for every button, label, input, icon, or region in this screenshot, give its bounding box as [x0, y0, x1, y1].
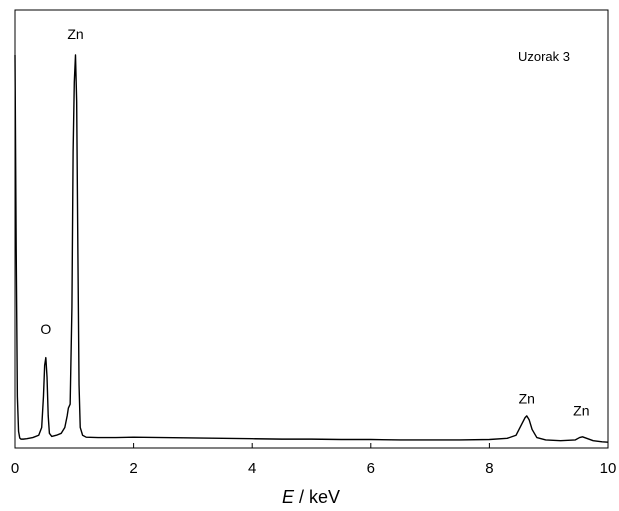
spectrum-line	[14, 54, 609, 443]
x-tick-label: 4	[248, 460, 256, 477]
peak-label: Zn	[67, 26, 83, 42]
x-axis-title: E / keV	[282, 487, 340, 507]
x-axis-unit: / keV	[294, 487, 340, 507]
peak-label: O	[40, 321, 51, 337]
sample-label: Uzorak 3	[518, 49, 570, 64]
x-tick-label: 0	[11, 460, 19, 477]
x-tick-label: 6	[367, 460, 375, 477]
x-axis-ticks	[14, 443, 609, 448]
peak-labels: O Zn Zn Zn	[40, 26, 589, 418]
x-tick-label: 10	[600, 460, 617, 477]
plot-frame	[14, 9, 609, 449]
x-tick-label: 2	[129, 460, 137, 477]
x-axis-tick-labels: 0 2 4 6 8 10	[11, 460, 617, 477]
peak-label: Zn	[573, 402, 589, 418]
peak-label: Zn	[519, 391, 535, 407]
x-tick-label: 8	[485, 460, 493, 477]
x-axis-symbol: E	[282, 487, 295, 507]
